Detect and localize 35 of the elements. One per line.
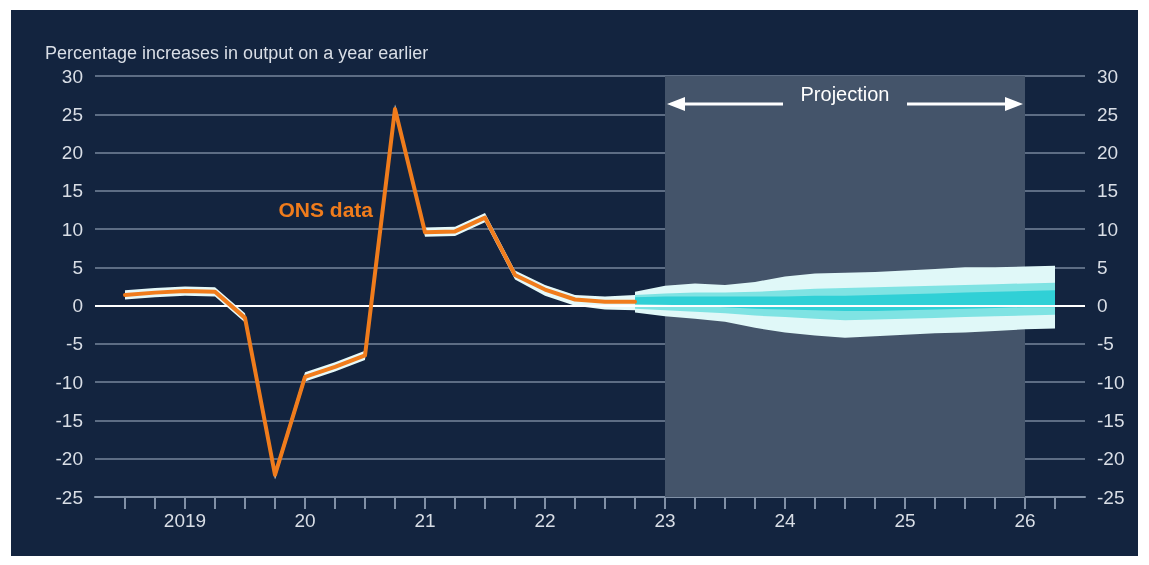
y-tick-label: -25 [55, 486, 83, 508]
x-tick-label: 25 [894, 510, 916, 531]
y-tick-label: 15 [61, 180, 83, 202]
y-tick-label: -5 [66, 333, 83, 355]
y-tick-label: 20 [61, 142, 83, 164]
y2-tick-label: -15 [1097, 409, 1125, 431]
x-tick-label: 26 [1014, 510, 1036, 531]
y2-tick-label: -10 [1097, 371, 1125, 393]
y-axis-title: Percentage increases in output on a year earlier [45, 43, 429, 63]
y-tick-label: 25 [61, 103, 83, 125]
series-label: ONS data [278, 197, 374, 221]
y-tick-label: -20 [55, 448, 83, 470]
y-tick-label: 30 [61, 65, 83, 87]
y-tick-label: 5 [72, 256, 83, 278]
band-label: Projection [800, 83, 890, 105]
y-tick-label: 10 [61, 218, 83, 240]
x-tick-label: 2019 [163, 510, 207, 531]
y2-tick-label: 20 [1097, 142, 1119, 164]
y2-tick-label: 10 [1097, 218, 1119, 240]
y2-tick-label: 5 [1097, 256, 1108, 278]
x-tick-label: 22 [534, 510, 556, 531]
x-tick-label: 21 [414, 510, 436, 531]
y2-tick-label: 30 [1097, 65, 1119, 87]
y-tick-label: 0 [72, 295, 83, 317]
y2-tick-label: 25 [1097, 103, 1119, 125]
y2-tick-label: -25 [1097, 486, 1125, 508]
y-tick-label: -15 [55, 409, 83, 431]
y2-tick-label: -20 [1097, 448, 1125, 470]
x-tick-label: 24 [774, 510, 796, 531]
y2-tick-label: 15 [1097, 180, 1119, 202]
y-tick-label: -10 [55, 371, 83, 393]
y2-tick-label: 0 [1097, 295, 1108, 317]
y2-tick-label: -5 [1097, 333, 1114, 355]
x-tick-label: 20 [294, 510, 316, 531]
x-tick-label: 23 [654, 510, 676, 531]
